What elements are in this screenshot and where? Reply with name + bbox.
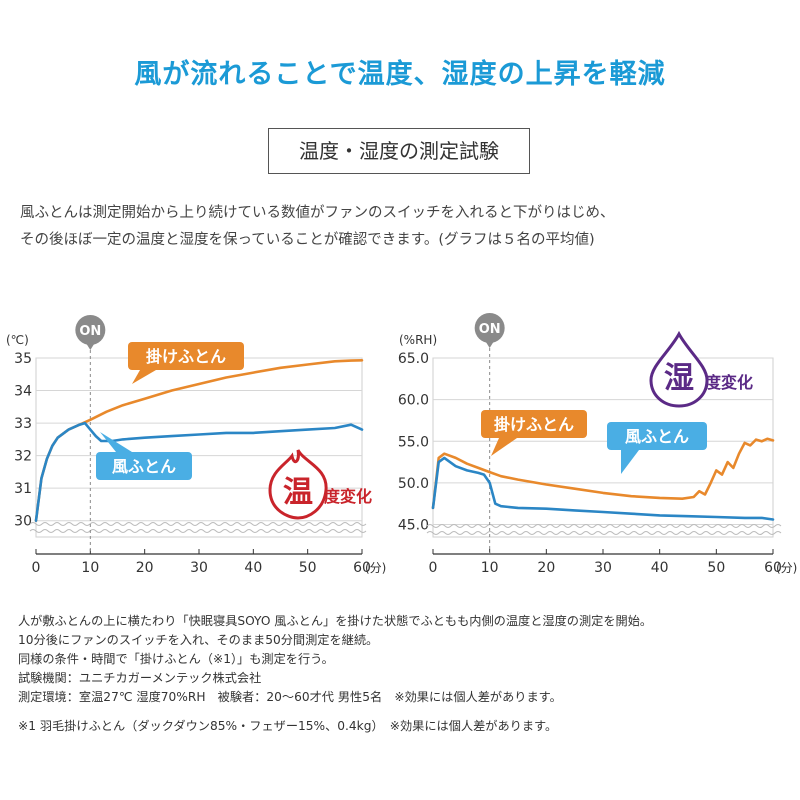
x-tick-label: 0 xyxy=(429,560,438,576)
series-label-box xyxy=(607,422,707,450)
x-tick-label: 0 xyxy=(32,560,41,576)
axis-break-line xyxy=(426,531,782,535)
x-tick-label: 10 xyxy=(481,560,499,576)
axis-break-line xyxy=(29,522,367,526)
y-tick-label: 32 xyxy=(14,449,32,465)
series-label-box xyxy=(481,410,587,438)
x-tick-label: 30 xyxy=(594,560,612,576)
series-label-pointer xyxy=(100,432,132,452)
y-tick-label: 30 xyxy=(14,514,32,530)
temperature-chart: 30 31 32 33 34 35 0 10 20 30 40 50 60(分) (℃) ON 掛けふとん風ふ… xyxy=(6,315,386,576)
axis-break-line xyxy=(29,529,367,533)
x-tick-label: 20 xyxy=(136,560,154,576)
note-line: 10分後にファンのスイッチを入れ、そのまま50分間測定を継続。 xyxy=(18,633,379,647)
x-tick-label: 40 xyxy=(244,560,262,576)
x-tick-label: 20 xyxy=(537,560,555,576)
badge-main-glyph: 温 xyxy=(283,475,313,510)
x-tick-label: 50 xyxy=(299,560,317,576)
series-label: 風ふとん xyxy=(625,427,689,446)
y-tick-label: 55.0 xyxy=(398,434,429,450)
test-title-box: 温度・湿度の測定試験 xyxy=(268,128,530,174)
y-axis-unit: (℃) xyxy=(6,333,29,347)
description-line: 風ふとんは測定開始から上り続けている数値がファンのスイッチを入れると下がりはじめ… xyxy=(20,205,615,221)
water-drop-icon xyxy=(649,330,709,408)
series-label: 風ふとん xyxy=(112,457,176,476)
axis-break-line xyxy=(426,524,782,528)
description-line: その後ほぼ一定の温度と湿度を保っていることが確認できます。(グラフは５名の平均値… xyxy=(20,232,595,248)
on-marker-label: ON xyxy=(79,324,101,339)
x-axis-unit: (分) xyxy=(365,561,386,575)
x-axis-unit: (分) xyxy=(776,561,797,575)
badge-sub-label: 度変化 xyxy=(324,487,372,506)
badge-main-glyph: 湿 xyxy=(664,361,694,396)
series-label: 掛けふとん xyxy=(494,415,574,434)
x-tick-label: 50 xyxy=(707,560,725,576)
series-label-box xyxy=(128,342,244,370)
x-tick-label: 60 xyxy=(764,560,782,576)
y-tick-label: 31 xyxy=(14,481,32,497)
kaze-futon-line xyxy=(431,456,775,521)
y-tick-label: 45.0 xyxy=(398,518,429,534)
on-marker-label: ON xyxy=(479,322,501,337)
notes: 人が敷ふとんの上に横たわり「快眠寝具SOYO 風ふとん」を掛けた状態でふともも内… xyxy=(18,612,793,736)
y-tick-label: 60.0 xyxy=(398,393,429,409)
series-label-pointer xyxy=(491,438,517,456)
note-line: 同様の条件・時間で「掛けふとん（※1）」も測定を行う。 xyxy=(18,652,334,666)
x-tick-label: 10 xyxy=(81,560,99,576)
kake-futon-line xyxy=(431,437,775,510)
x-tick-label: 60 xyxy=(353,560,371,576)
on-marker-badge xyxy=(75,315,106,345)
y-tick-label: 33 xyxy=(14,416,32,432)
note-line: ※1 羽毛掛けふとん（ダックダウン85%・フェザー15%、0.4kg） ※効果に… xyxy=(18,719,558,733)
badge-sub-label: 度変化 xyxy=(705,373,753,392)
y-tick-label: 50.0 xyxy=(398,476,429,492)
note-line: 試験機関：ユニチカガーメンテック株式会社 xyxy=(18,671,262,685)
humidity-chart: 45.0 50.0 55.0 60.0 65.0 0 10 20 30 40 50 60(分) (%RH… xyxy=(398,313,797,576)
y-tick-label: 35 xyxy=(14,351,32,367)
description: 風ふとんは測定開始から上り続けている数値がファンのスイッチを入れると下がりはじめ… xyxy=(20,200,790,254)
series-label-pointer xyxy=(132,370,156,384)
y-tick-label: 65.0 xyxy=(398,351,429,367)
on-marker-badge xyxy=(474,313,505,343)
note-line: 人が敷ふとんの上に横たわり「快眠寝具SOYO 風ふとん」を掛けた状態でふともも内… xyxy=(18,614,653,628)
x-tick-label: 30 xyxy=(190,560,208,576)
flame-icon xyxy=(268,449,328,520)
series-label-box xyxy=(96,452,192,480)
y-axis-unit: (%RH) xyxy=(399,333,437,347)
series-label: 掛けふとん xyxy=(146,347,226,366)
note-line: 測定環境：室温27℃ 湿度70%RH 被験者：20～60才代 男性5名 ※効果に… xyxy=(18,690,562,704)
x-tick-label: 40 xyxy=(651,560,669,576)
y-tick-label: 34 xyxy=(14,384,32,400)
series-label-pointer xyxy=(621,450,639,474)
headline: 風が流れることで温度、湿度の上昇を軽減 xyxy=(134,59,666,90)
